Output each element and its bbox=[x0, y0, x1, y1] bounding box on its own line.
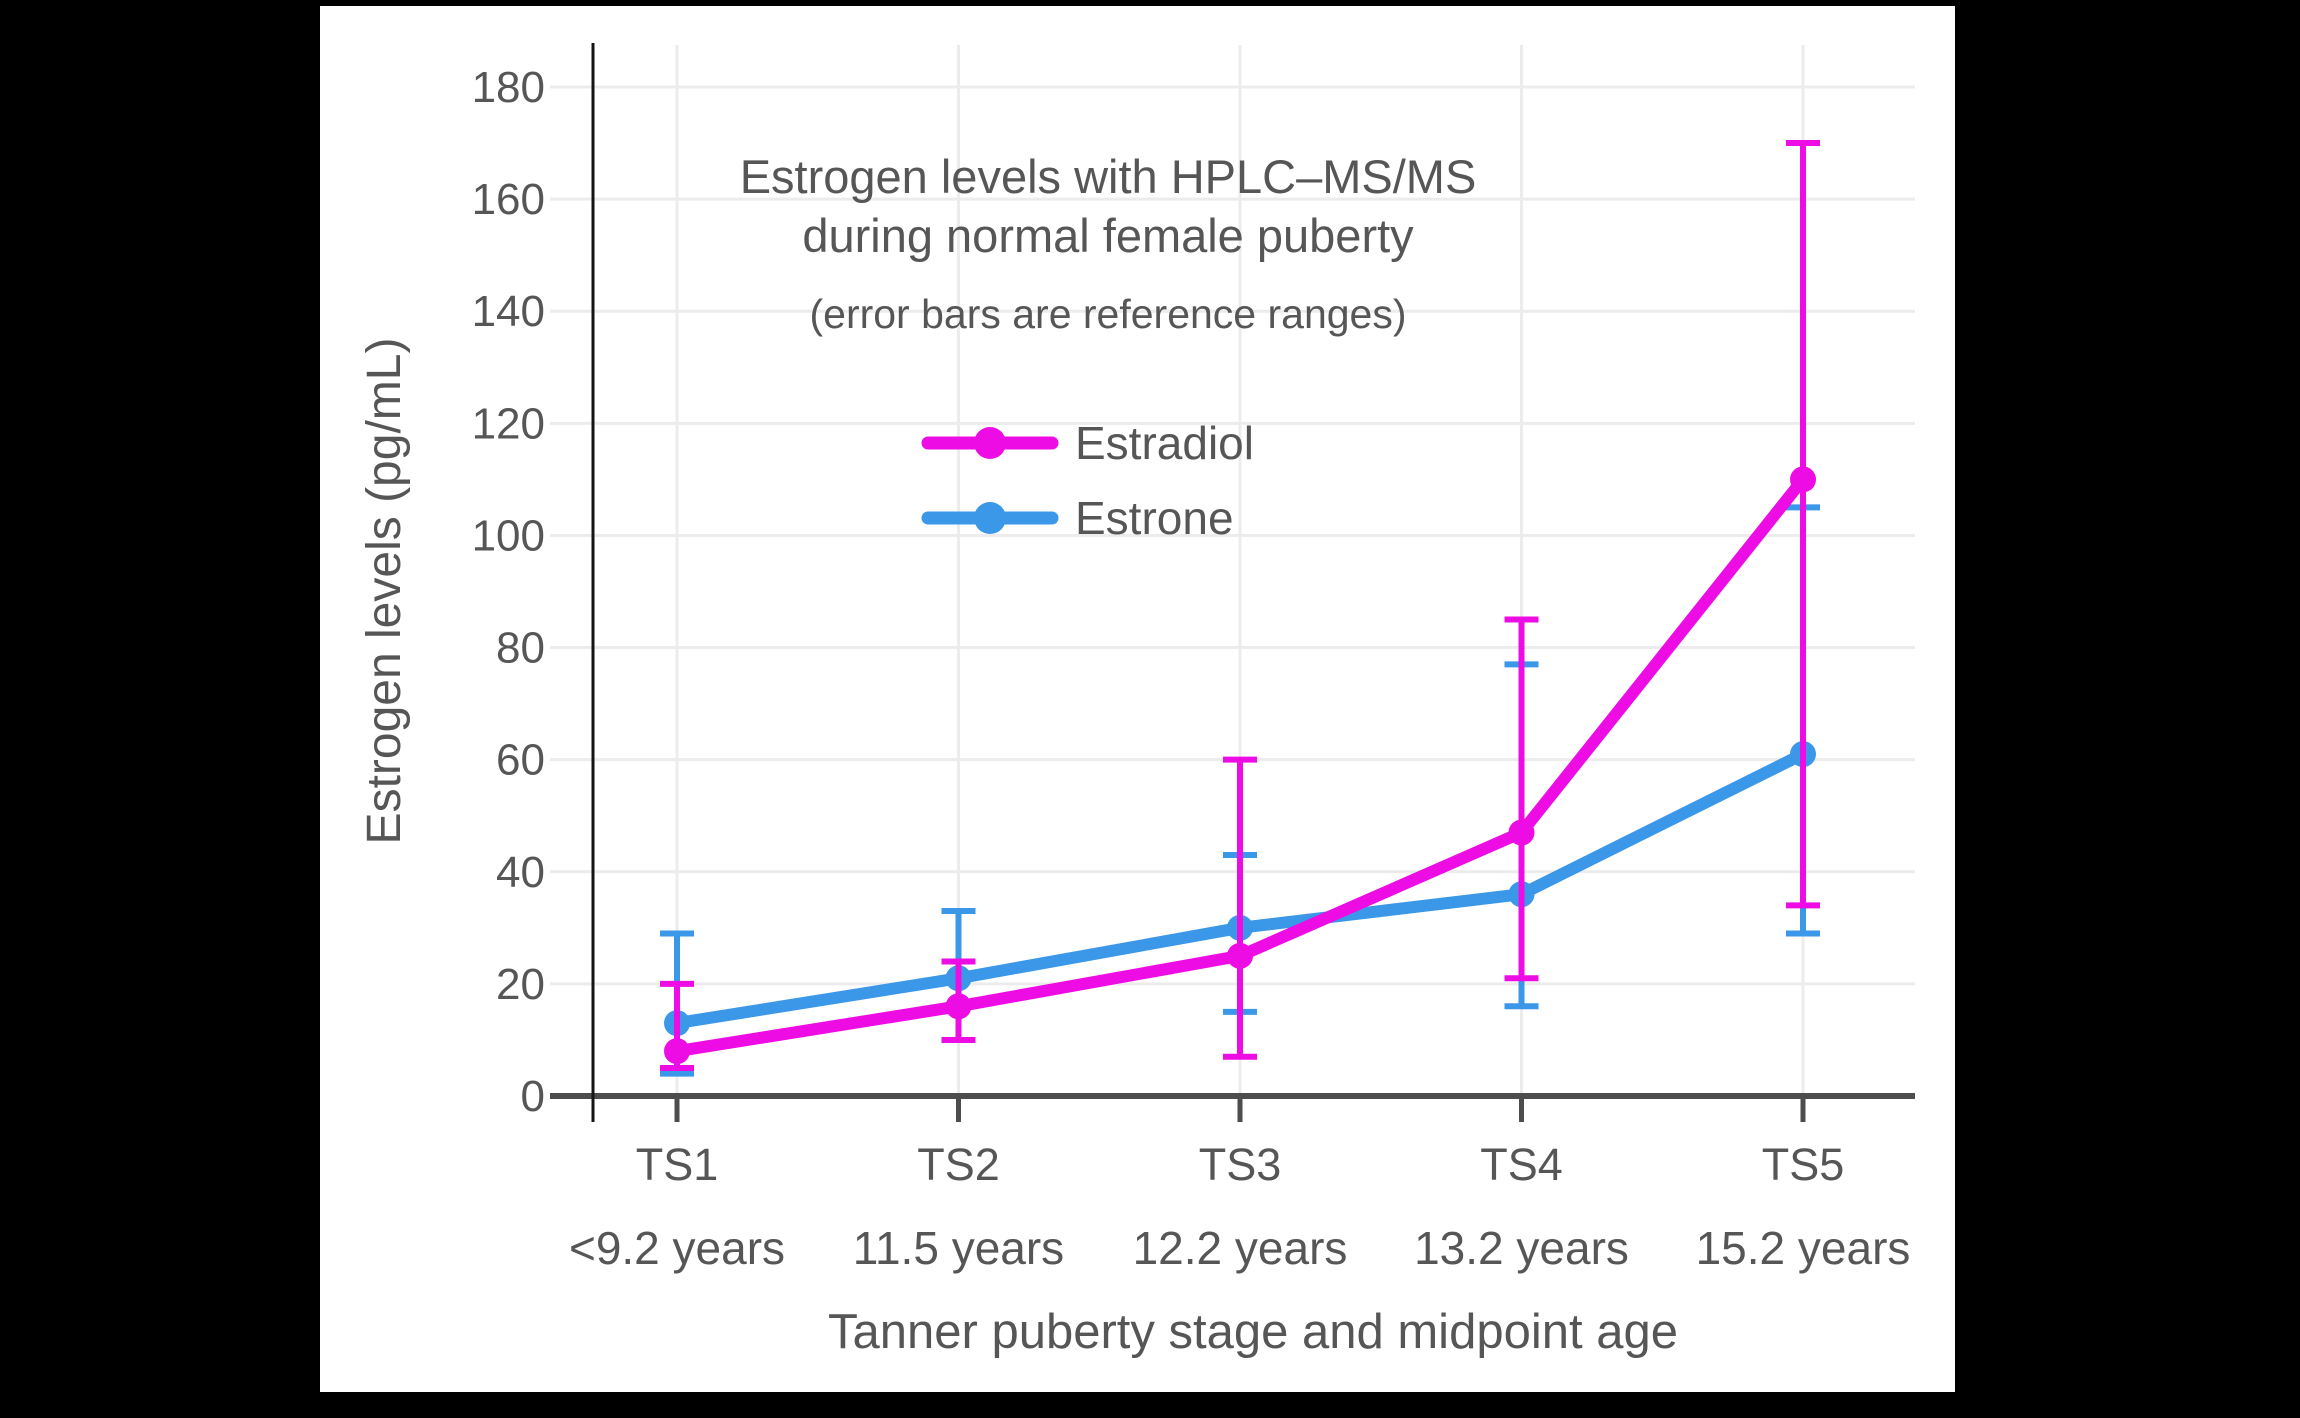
y-tick-label: 0 bbox=[521, 1072, 545, 1121]
legend-swatches bbox=[921, 427, 1059, 534]
y-tick-label: 180 bbox=[472, 63, 545, 112]
x-tick-label: TS5 bbox=[1762, 1139, 1845, 1190]
legend-label-estrone: Estrone bbox=[1075, 492, 1234, 544]
x-tick-sublabel: <9.2 years bbox=[569, 1222, 785, 1274]
x-tick-label: TS4 bbox=[1480, 1139, 1563, 1190]
x-tick-label: TS2 bbox=[917, 1139, 1000, 1190]
data-point-estradiol bbox=[945, 993, 972, 1020]
y-axis-title: Estrogen levels (pg/mL) bbox=[358, 338, 411, 845]
data-point-estradiol bbox=[664, 1038, 690, 1065]
data-point-estradiol bbox=[1227, 942, 1253, 969]
legend-swatch-marker-estradiol bbox=[974, 427, 1006, 459]
x-tick-label: TS3 bbox=[1199, 1139, 1282, 1190]
y-tick-label: 80 bbox=[496, 624, 545, 673]
tick-labels: 0 20 40 60 80 100 120 140 160 180 TS1 <9.2 years TS2… bbox=[472, 63, 1911, 1274]
chart-title-line1: Estrogen levels with HPLC–MS/MS bbox=[740, 150, 1477, 203]
x-tick-label: TS1 bbox=[636, 1139, 719, 1190]
x-tick-sublabel: 13.2 years bbox=[1414, 1222, 1629, 1274]
x-tick-sublabel: 15.2 years bbox=[1696, 1222, 1911, 1274]
axes bbox=[550, 43, 1915, 1122]
chart-title-line2: during normal female puberty bbox=[802, 209, 1414, 262]
y-tick-label: 140 bbox=[472, 287, 545, 336]
series-layer bbox=[660, 140, 1820, 1077]
y-tick-label: 40 bbox=[496, 848, 545, 897]
legend-swatch-marker-estrone bbox=[974, 502, 1006, 534]
y-tick-label: 100 bbox=[472, 511, 545, 560]
legend-label-estradiol: Estradiol bbox=[1075, 417, 1254, 469]
data-point-estradiol bbox=[1508, 819, 1535, 846]
y-tick-label: 20 bbox=[496, 960, 545, 1009]
y-tick-label: 120 bbox=[472, 399, 545, 448]
y-tick-label: 160 bbox=[472, 175, 545, 224]
x-tick-sublabel: 12.2 years bbox=[1133, 1222, 1348, 1274]
chart-subtitle: (error bars are reference ranges) bbox=[809, 291, 1406, 337]
x-tick-sublabel: 11.5 years bbox=[853, 1222, 1064, 1274]
data-point-estradiol bbox=[1790, 466, 1816, 493]
x-axis-title: Tanner puberty stage and midpoint age bbox=[828, 1305, 1678, 1359]
y-tick-label: 60 bbox=[496, 736, 545, 785]
legend: Estradiol Estrone bbox=[921, 417, 1254, 544]
